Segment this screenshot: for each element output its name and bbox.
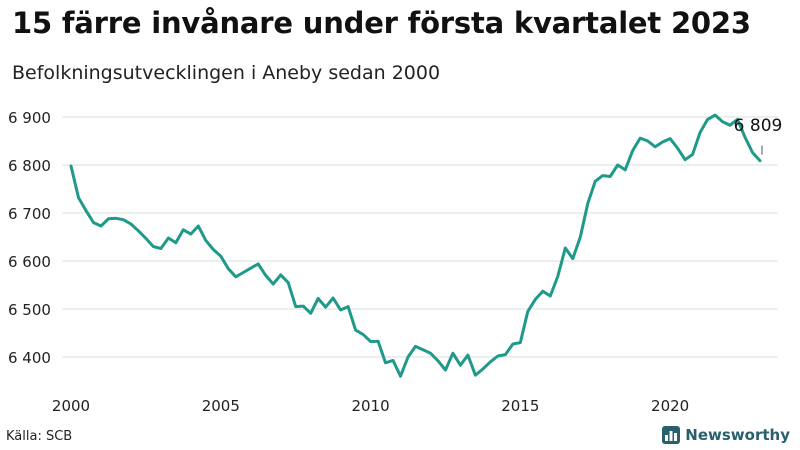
brand-name: Newsworthy [685, 426, 790, 444]
y-tick-label: 6 900 [8, 109, 51, 127]
y-axis-ticks: 6 400 6 500 6 600 6 700 6 800 6 900 [8, 109, 51, 367]
y-tick-label: 6 700 [8, 205, 51, 223]
end-value-label: 6 809 [734, 116, 783, 136]
x-tick-label: 2000 [52, 397, 90, 415]
x-tick-label: 2015 [501, 397, 539, 415]
chart-grid [62, 116, 778, 358]
page-title: 15 färre invånare under första kvartalet… [12, 6, 751, 40]
y-tick-label: 6 400 [8, 349, 51, 367]
chart-series [69, 113, 762, 378]
series-line [69, 113, 762, 378]
source-note: Källa: SCB [6, 429, 73, 444]
page-subtitle: Befolkningsutvecklingen i Aneby sedan 20… [12, 62, 441, 84]
y-tick-label: 6 800 [8, 157, 51, 175]
x-tick-label: 2005 [202, 397, 240, 415]
x-tick-label: 2010 [351, 397, 389, 415]
x-tick-label: 2020 [651, 397, 689, 415]
x-axis-ticks: 2000 2005 2010 2015 2020 [52, 397, 689, 415]
y-tick-label: 6 600 [8, 253, 51, 271]
y-tick-label: 6 500 [8, 301, 51, 319]
brand-logo[interactable]: Newsworthy [662, 426, 790, 444]
bar-chart-icon [662, 426, 681, 444]
chart-annotations: 6 809 [734, 116, 783, 155]
